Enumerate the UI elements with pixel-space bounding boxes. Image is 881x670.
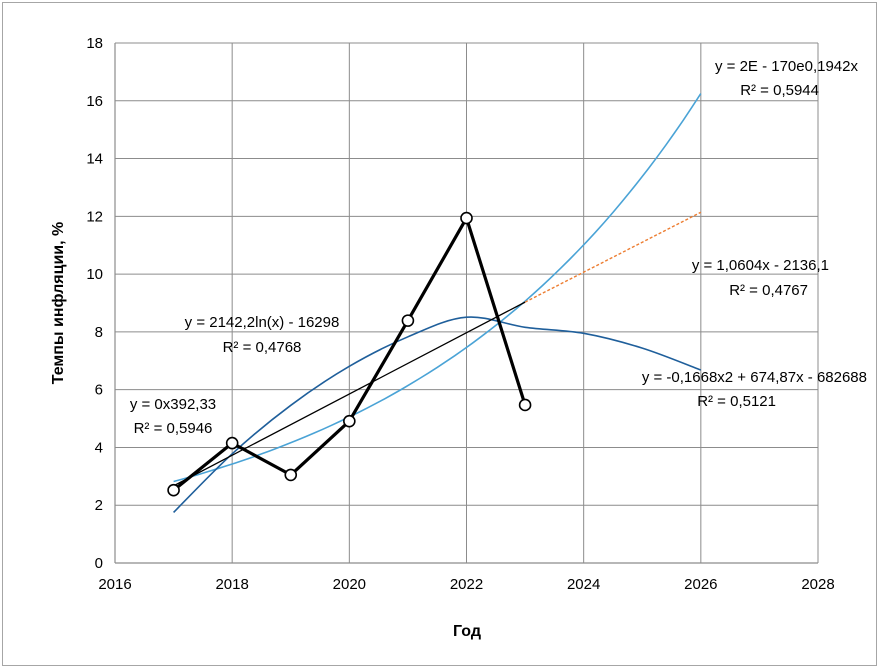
equation-power: y = 0x392,33 <box>130 396 216 413</box>
data-point-2022 <box>460 211 473 225</box>
data-series <box>167 211 532 497</box>
data-point-2021 <box>401 314 415 327</box>
x-tick-label-2026: 2026 <box>684 576 717 593</box>
r2-linear: R² = 0,4767 <box>729 282 808 299</box>
r2-exponential: R² = 0,5944 <box>740 82 819 99</box>
equation-logarithmic: y = 2142,2ln(x) - 16298 <box>185 314 340 331</box>
data-point-2019 <box>284 468 298 482</box>
trendlines <box>173 93 702 514</box>
equation-exponential: y = 2E - 170e0,1942x <box>715 58 859 75</box>
data-point-2023 <box>518 398 532 412</box>
y-tick-label-6: 6 <box>95 382 103 399</box>
trendline-linear <box>173 301 526 487</box>
axes <box>114 43 818 564</box>
y-tick-label-10: 10 <box>86 266 103 283</box>
equation-polynomial: y = -0,1668x2 + 674,87x - 682688 <box>642 369 867 386</box>
x-tick-label-2016: 2016 <box>98 576 131 593</box>
data-point-2020 <box>343 414 356 428</box>
trendline-polynomial <box>173 316 702 514</box>
trendline-exponential <box>173 93 702 483</box>
x-tick-label-2028: 2028 <box>801 576 834 593</box>
r2-logarithmic: R² = 0,4768 <box>223 339 302 356</box>
x-tick-label-2020: 2020 <box>333 576 366 593</box>
y-tick-label-14: 14 <box>86 151 103 168</box>
r2-polynomial: R² = 0,5121 <box>697 393 776 410</box>
y-tick-label-4: 4 <box>95 439 103 456</box>
y-tick-label-12: 12 <box>86 208 103 225</box>
data-point-2017 <box>167 483 180 497</box>
y-tick-label-2: 2 <box>95 497 103 514</box>
y-tick-label-18: 18 <box>86 35 103 52</box>
data-point-2018 <box>225 436 239 450</box>
x-axis-title: Год <box>453 623 481 640</box>
x-tick-label-2022: 2022 <box>450 576 483 593</box>
y-tick-label-0: 0 <box>95 555 103 572</box>
y-tick-label-16: 16 <box>86 93 103 110</box>
r2-power: R² = 0,5946 <box>134 420 213 437</box>
tick-labels: 2016 2018 2020 2022 2024 2026 2028 0 2 4 6 8 10 12 14 1… <box>86 35 834 593</box>
y-axis-title: Темпы инфляции, % <box>50 222 67 385</box>
trendline-linear-forecast <box>524 211 702 303</box>
x-tick-label-2024: 2024 <box>567 576 600 593</box>
x-tick-label-2018: 2018 <box>215 576 248 593</box>
grid-lines <box>114 42 819 564</box>
equation-linear: y = 1,0604x - 2136,1 <box>692 257 829 274</box>
trend-equations: y = 2E - 170e0,1942x R² = 0,5944 y = 1,060… <box>130 58 867 437</box>
y-tick-label-8: 8 <box>95 324 103 341</box>
